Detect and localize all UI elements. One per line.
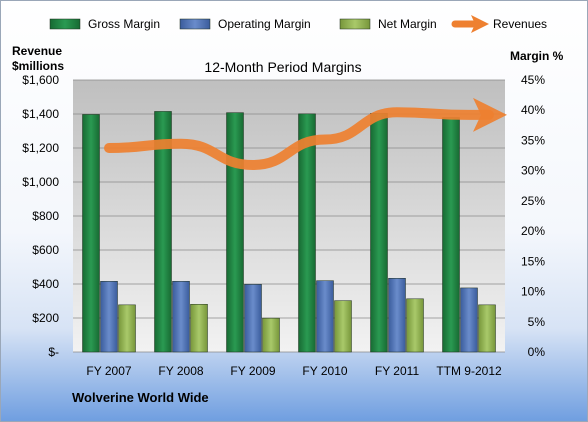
chart-title: 12-Month Period Margins [204, 59, 361, 75]
left-tick-label: $1,000 [22, 175, 59, 189]
left-tick-label: $400 [32, 277, 59, 291]
right-tick-label: 20% [521, 224, 545, 238]
bar-operating-margin [460, 287, 478, 353]
left-tick-label: $1,600 [22, 73, 59, 87]
bar-gross-margin [442, 117, 460, 353]
x-tick-label: TTM 9-2012 [436, 364, 502, 378]
bar-net-margin [262, 317, 280, 353]
left-tick-label: $200 [32, 311, 59, 325]
left-tick-label: $1,200 [22, 141, 59, 155]
bar-net-margin [406, 298, 424, 353]
left-axis-label-line1: Revenue [12, 44, 62, 58]
bar-gross-margin [298, 113, 316, 353]
right-tick-label: 40% [521, 103, 545, 117]
right-tick-label: 45% [521, 73, 545, 87]
revenue-arrow-head [473, 97, 507, 132]
bar-gross-margin [370, 112, 388, 353]
legend-swatch [339, 18, 371, 30]
right-tick-label: 25% [521, 194, 545, 208]
bar-operating-margin [172, 281, 190, 353]
left-tick-label: $800 [32, 209, 59, 223]
legend-label: Revenues [493, 17, 547, 31]
x-tick-label: FY 2009 [230, 364, 275, 378]
bars [82, 111, 496, 353]
legend: Gross Margin Operating Margin Net Margin Re… [49, 15, 547, 33]
legend-label: Net Margin [378, 17, 437, 31]
bar-net-margin [334, 300, 352, 353]
legend-label: Operating Margin [218, 17, 311, 31]
right-axis-ticks: 0% 5% 10% 15% 20% 25% 30% 35% 40% 45% [521, 73, 545, 359]
x-tick-label: FY 2010 [302, 364, 347, 378]
company-name: Wolverine World Wide [72, 390, 209, 405]
legend-arrow-icon [471, 15, 489, 33]
bar-operating-margin [244, 284, 262, 353]
bar-net-margin [190, 303, 208, 353]
legend-swatch [49, 18, 81, 30]
bar-gross-margin [82, 114, 100, 353]
x-tick-label: FY 2011 [375, 364, 420, 378]
bar-net-margin [118, 304, 136, 353]
left-tick-label: $- [48, 345, 59, 359]
bar-net-margin [478, 304, 496, 353]
right-tick-label: 5% [528, 315, 546, 329]
right-tick-label: 30% [521, 164, 545, 178]
bar-operating-margin [100, 281, 118, 353]
right-tick-label: 10% [521, 285, 545, 299]
right-tick-label: 15% [521, 254, 545, 268]
legend-label: Gross Margin [88, 17, 160, 31]
revenue-line-path [104, 107, 494, 170]
x-tick-label: FY 2007 [86, 364, 131, 378]
right-tick-label: 35% [521, 133, 545, 147]
left-tick-label: $1,400 [22, 107, 59, 121]
bar-gross-margin [154, 111, 172, 353]
left-axis-ticks: $- $200 $400 $600 $800 $1,000 $1,200 $1,400 $1,6… [22, 73, 59, 359]
bar-operating-margin [388, 278, 406, 353]
x-tick-label: FY 2008 [158, 364, 203, 378]
right-axis-label: Margin % [510, 49, 564, 63]
left-axis-label-line2: $millions [12, 59, 64, 73]
x-axis-ticks: FY 2007 FY 2008 FY 2009 FY 2010 FY 2011 TTM 9… [86, 364, 502, 378]
bar-gross-margin [226, 112, 244, 353]
revenue-line [104, 97, 507, 170]
right-tick-label: 0% [528, 345, 546, 359]
bar-operating-margin [316, 280, 334, 353]
left-tick-label: $600 [32, 243, 59, 257]
legend-swatch [179, 18, 211, 30]
